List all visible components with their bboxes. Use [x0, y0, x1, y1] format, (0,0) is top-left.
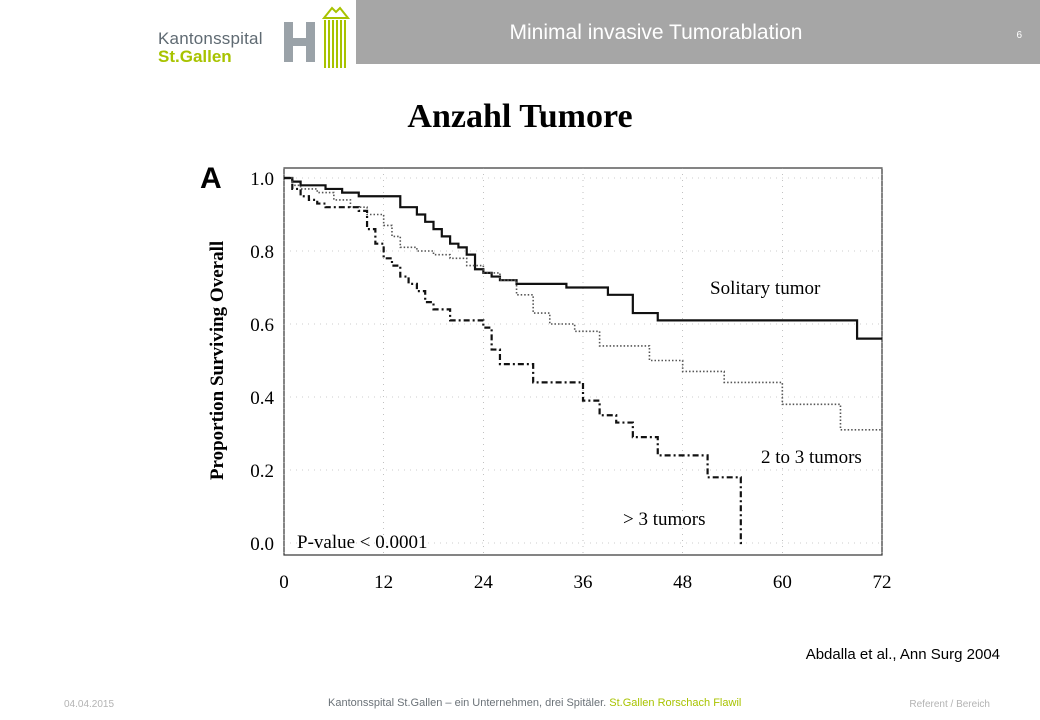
x-tick-label: 60 [773, 572, 792, 593]
y-tick-label: 0.4 [250, 388, 274, 409]
footer-presenter: Referent / Bereich [909, 699, 990, 710]
y-tick-label: 0.2 [250, 461, 274, 482]
footer-date: 04.04.2015 [64, 699, 115, 710]
presentation-title: Minimal invasive Tumorablation [509, 21, 803, 44]
plot-frame [283, 167, 883, 556]
footer-tagline-prefix: Kantonsspital St.Gallen – ein Unternehme… [328, 697, 607, 709]
series-label-1: 2 to 3 tumors [761, 447, 862, 468]
series-label-2: > 3 tumors [623, 509, 706, 530]
y-tick-label: 1.0 [250, 169, 274, 190]
survival-chart: 0.0 0.2 0.4 0.6 0.8 1.0 0 12 24 36 48 60 72 Proportio… [200, 162, 892, 593]
x-tick-label: 24 [474, 572, 494, 593]
logo-line-2: St.Gallen [158, 46, 232, 66]
x-tick-label: 12 [374, 572, 393, 593]
y-axis-label: Proportion Surviving Overall [207, 241, 228, 480]
x-tick-label: 72 [873, 572, 892, 593]
panel-label: A [200, 162, 222, 195]
series-line-1 [284, 177, 882, 431]
hospital-logo-mark-icon [284, 6, 351, 68]
y-tick-label: 0.8 [250, 242, 274, 263]
footer-tagline-locations: St.Gallen Rorschach Flawil [609, 697, 742, 709]
x-tick-label: 48 [673, 572, 692, 593]
series-label-0: Solitary tumor [710, 278, 821, 299]
x-tick-label: 0 [279, 572, 289, 593]
citation: Abdalla et al., Ann Surg 2004 [805, 646, 1000, 663]
logo-line-1: Kantonsspital [158, 29, 263, 48]
y-tick-label: 0.6 [250, 315, 274, 336]
y-tick-label: 0.0 [250, 534, 274, 555]
series-line-0 [284, 176, 882, 340]
x-tick-label: 36 [574, 572, 593, 593]
footer-tagline: Kantonsspital St.Gallen – ein Unternehme… [328, 697, 741, 709]
slide-title: Anzahl Tumore [407, 98, 633, 135]
hospital-logo-text: Kantonsspital St.Gallen [158, 30, 263, 66]
p-value-annotation: P-value < 0.0001 [297, 532, 428, 553]
header-bar: Minimal invasive Tumorablation 6 [356, 0, 1040, 64]
page-number: 6 [1016, 30, 1022, 41]
